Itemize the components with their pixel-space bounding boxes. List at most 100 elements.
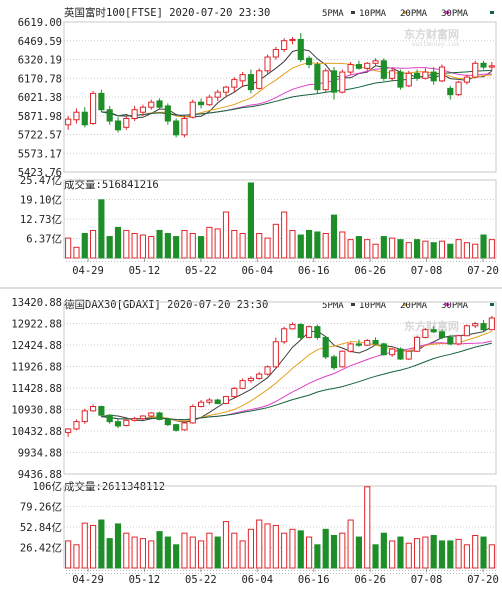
watermark-url: eastmoney.com <box>412 41 459 48</box>
candle-body <box>397 71 404 88</box>
volume-bar <box>156 531 163 569</box>
y-tick-label: 10432.88 <box>11 426 62 438</box>
candle-body <box>463 76 470 83</box>
legend-swatch <box>490 303 494 306</box>
candle-body <box>281 40 288 50</box>
legend-30pma: 30PMA <box>441 9 469 19</box>
candle-body <box>289 38 296 41</box>
volume-bar <box>106 538 113 569</box>
legend-5pma: 5PMA <box>322 301 344 311</box>
candle-body <box>81 410 88 423</box>
candle-body <box>256 70 263 89</box>
candle-body <box>156 412 163 420</box>
volume-bar <box>339 532 346 569</box>
candle-body <box>73 421 80 430</box>
candle-body <box>247 74 254 91</box>
volume-bar <box>173 544 180 569</box>
volume-bar <box>181 229 188 259</box>
x-tick-label: 05-12 <box>129 574 161 586</box>
legend-20pma: 20PMA <box>400 301 428 311</box>
candle-body <box>222 86 230 93</box>
volume-bar <box>447 243 454 259</box>
legend-10pma: 10PMA <box>359 9 387 19</box>
volume-bar <box>447 540 454 569</box>
legend-5pma: 5PMA <box>322 9 344 19</box>
volume-bar <box>139 538 146 569</box>
y-tick-label: 5871.98 <box>18 111 62 123</box>
volume-bar <box>206 532 213 569</box>
volume-bar <box>164 233 171 259</box>
volume-bar <box>414 239 421 259</box>
x-tick-label: 06-04 <box>241 265 273 277</box>
volume-bar <box>372 544 379 569</box>
candle-body <box>430 329 437 333</box>
candle-body <box>355 343 362 346</box>
volume-bar <box>65 540 72 569</box>
candle-body <box>148 412 155 417</box>
volume-bar <box>173 236 180 259</box>
candle-body <box>422 329 429 338</box>
volume-bar <box>438 240 446 259</box>
chart-panel-0: 英国富时100[FTSE] 2020-07-20 23:30 5PMA 10PMA 2… <box>18 6 499 277</box>
ma-line-30pma <box>101 342 492 421</box>
candle-body <box>330 70 338 93</box>
candle-body <box>389 70 396 79</box>
candle-body <box>114 120 122 131</box>
candle-body <box>463 325 470 337</box>
volume-y-tick-label: 26.42亿 <box>20 542 62 555</box>
y-tick-label: 10930.88 <box>11 405 62 417</box>
volume-bar <box>297 530 304 569</box>
x-tick-label: 05-22 <box>185 265 217 277</box>
candle-body <box>148 101 155 108</box>
volume-bar <box>114 226 122 259</box>
volume-y-tick-label: 19.10亿 <box>20 194 62 207</box>
volume-bar <box>90 524 97 569</box>
x-tick-label: 06-16 <box>298 265 330 277</box>
candle-body <box>206 399 213 403</box>
volume-bar <box>231 532 238 569</box>
y-tick-label: 5573.17 <box>18 148 62 160</box>
volume-bar <box>472 243 479 259</box>
volume-label: 成交量:516841216 <box>64 178 159 191</box>
legend-swatch <box>490 11 494 14</box>
candle-body <box>81 111 88 126</box>
candle-body <box>281 328 288 343</box>
y-tick-label: 6021.38 <box>18 92 62 104</box>
candle-body <box>347 343 354 352</box>
candle-body <box>272 341 279 368</box>
candle-body <box>181 422 188 431</box>
y-tick-label: 5722.57 <box>18 130 62 142</box>
ma-line-20pma <box>101 340 492 421</box>
volume-bar <box>422 536 429 569</box>
y-tick-label: 13420.88 <box>11 297 62 309</box>
volume-bar <box>231 229 238 259</box>
volume-bar <box>222 211 230 259</box>
candle-body <box>206 96 213 106</box>
candle-body <box>164 418 171 426</box>
ma-line-5pma <box>101 326 493 423</box>
candle-body <box>397 348 404 360</box>
volume-bar <box>189 233 196 259</box>
volume-bar <box>264 237 271 259</box>
volume-bar <box>297 234 304 259</box>
candle-body <box>422 71 429 79</box>
volume-bar <box>397 239 404 259</box>
volume-y-tick-label: 12.73亿 <box>20 213 62 226</box>
chart-title: 英国富时100[FTSE] 2020-07-20 23:30 <box>64 6 270 19</box>
volume-bar <box>414 538 421 569</box>
candle-body <box>322 336 329 358</box>
legend-swatch <box>445 11 449 14</box>
volume-bar <box>214 228 221 259</box>
volume-bar <box>131 233 138 259</box>
legend-swatch <box>403 11 407 14</box>
volume-y-tick-label: 6.37亿 <box>26 233 62 246</box>
y-tick-label: 12424.88 <box>11 340 62 352</box>
volume-bar <box>405 542 412 569</box>
candle-body <box>380 60 387 79</box>
volume-bar <box>314 231 321 259</box>
volume-bar <box>488 239 495 259</box>
candle-body <box>364 62 371 69</box>
legend-30pma: 30PMA <box>441 301 469 311</box>
candle-body <box>181 118 188 136</box>
volume-y-tick-label: 52.84亿 <box>20 521 62 534</box>
